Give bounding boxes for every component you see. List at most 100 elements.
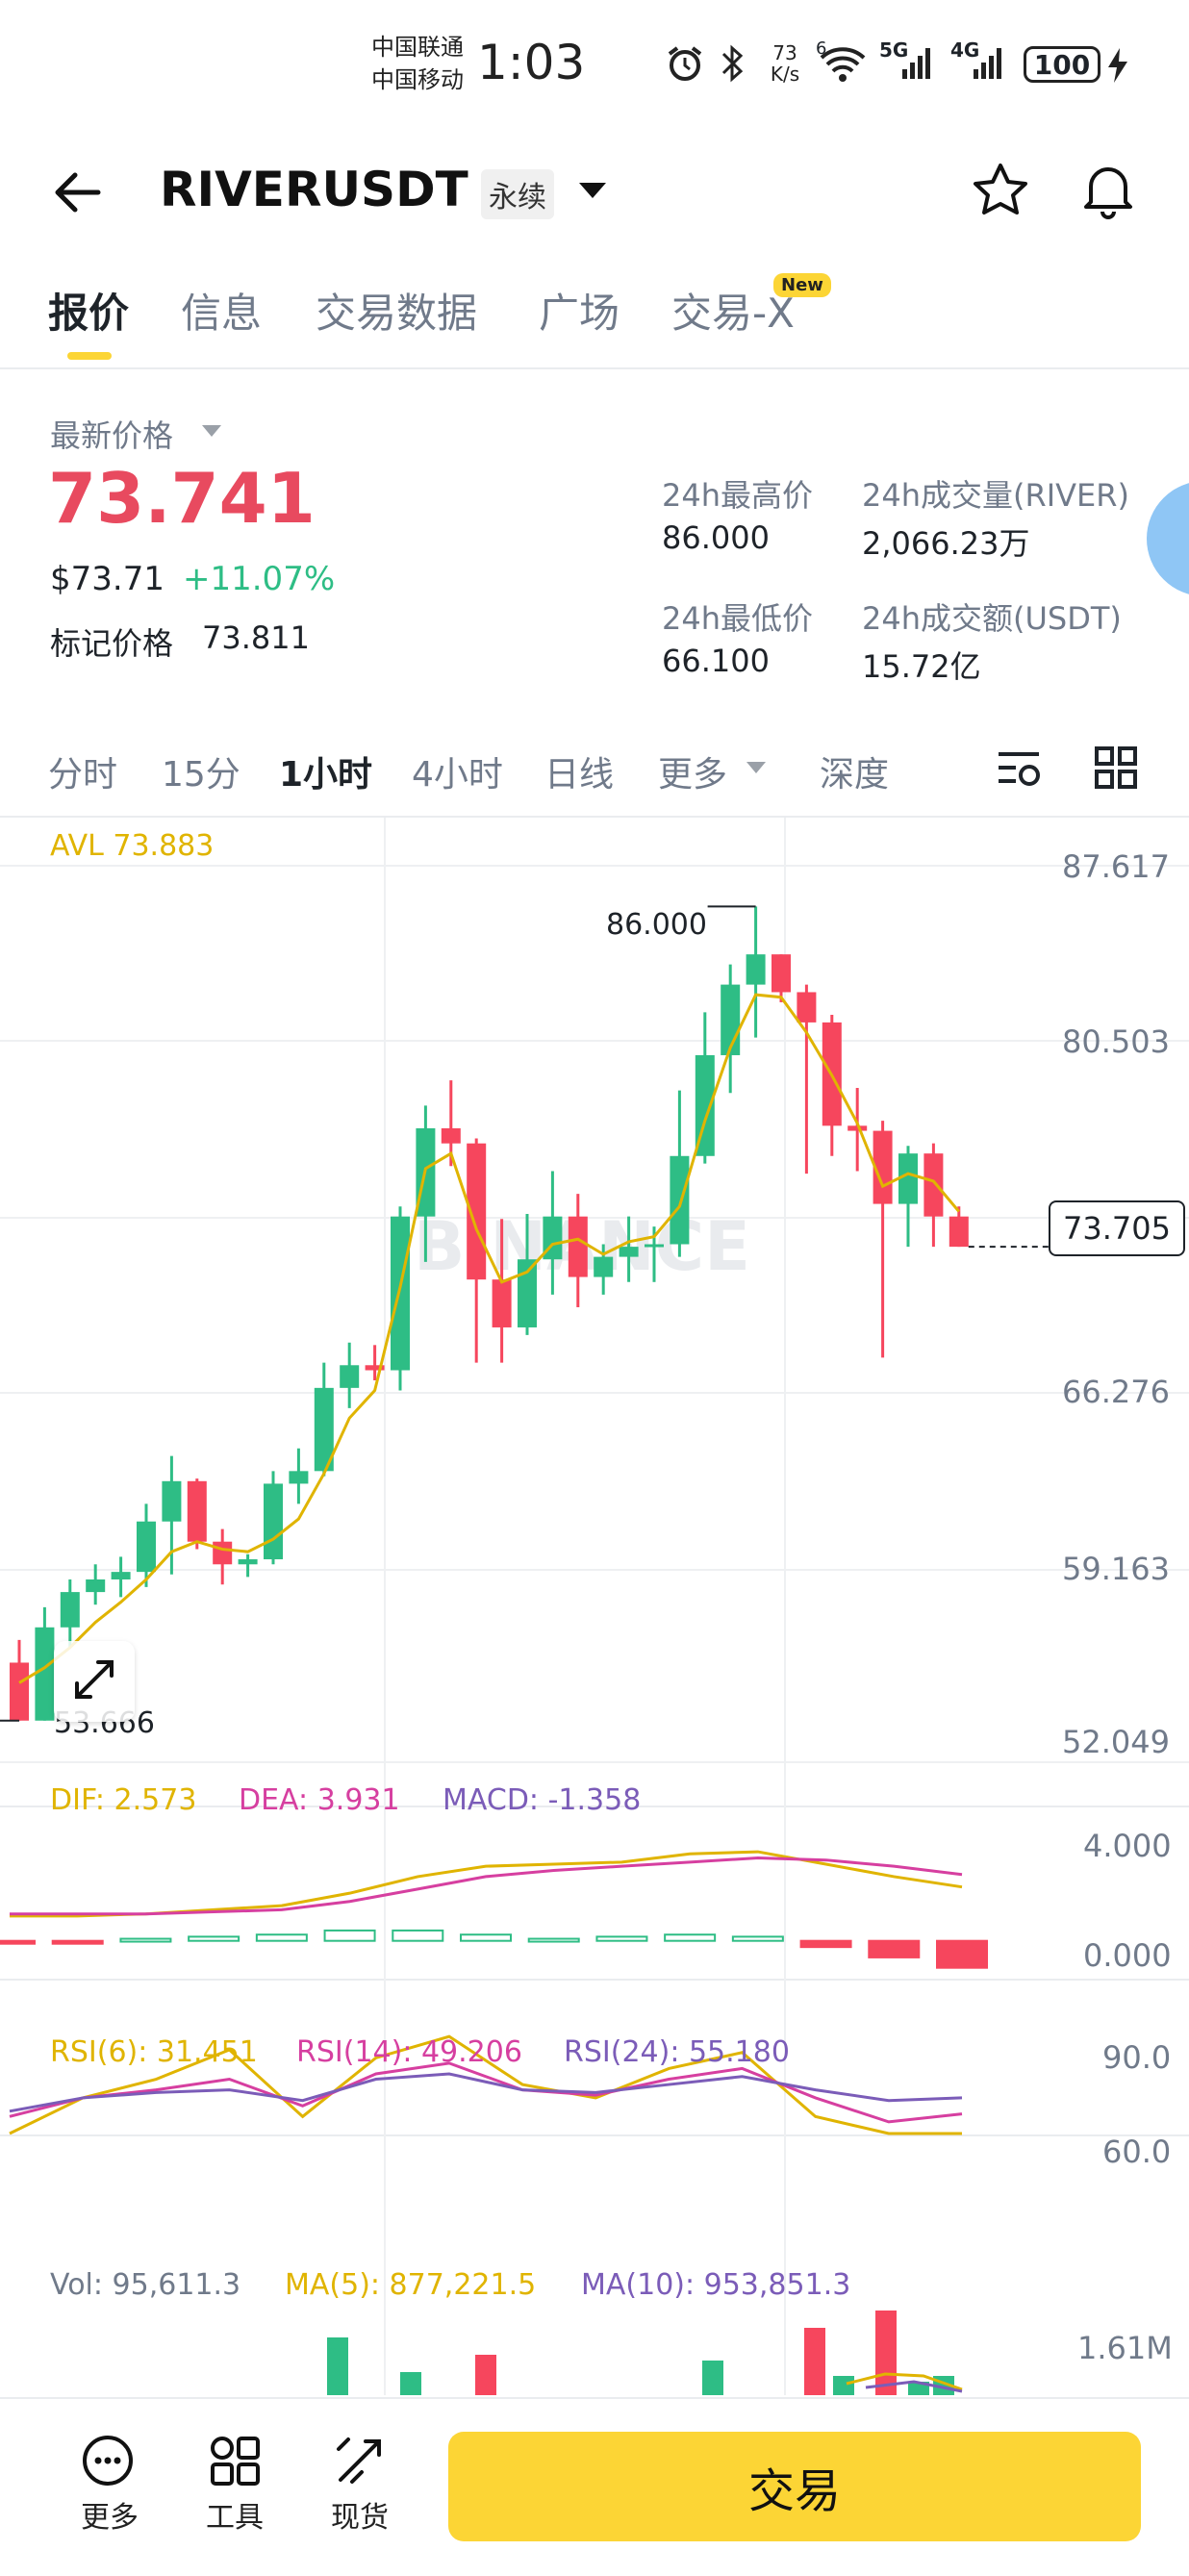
volume-bar	[327, 2337, 348, 2395]
y-tick: 80.503	[1062, 1023, 1170, 1060]
candle-body	[137, 1521, 156, 1573]
mark-price-label: 标记价格	[50, 625, 174, 662]
candle-body	[111, 1572, 131, 1579]
wifi-badge: 6	[816, 38, 827, 59]
macd-y-tick: 0.000	[1083, 1937, 1172, 1974]
vol-ma10-label: MA(10): 953,851.3	[581, 2268, 851, 2302]
charging-icon	[1106, 46, 1129, 88]
tools-icon	[206, 2432, 292, 2493]
mark-price: 73.811	[202, 619, 310, 656]
candle-body	[238, 1559, 258, 1565]
candle-body	[645, 1244, 664, 1248]
dif-label: DIF: 2.573	[50, 1783, 197, 1817]
high-marker-label: 86.000	[606, 908, 707, 942]
macd-bar	[323, 1929, 376, 1942]
alarm-icon	[664, 42, 706, 88]
tf-depth[interactable]: 深度	[820, 755, 890, 795]
symbol-title[interactable]: RIVERUSDT	[160, 162, 468, 217]
candle-body	[391, 1216, 410, 1371]
rsi24-line	[9, 2072, 963, 2113]
caret-down-icon[interactable]	[743, 758, 770, 781]
caret-down-icon[interactable]	[198, 421, 225, 444]
tab-info[interactable]: 信息	[181, 290, 263, 337]
swap-icon	[331, 2432, 417, 2493]
more-icon	[79, 2432, 167, 2493]
last-price: 73.741	[48, 458, 316, 539]
macd-bar	[595, 1935, 648, 1942]
tab-active-indicator	[67, 352, 112, 360]
macd-bar	[188, 1935, 240, 1942]
candle-body	[518, 1259, 537, 1327]
battery-icon: 100	[1024, 46, 1100, 83]
tab-quote[interactable]: 报价	[48, 290, 130, 337]
carrier-2: 中国移动	[371, 66, 464, 93]
dea-line	[10, 1856, 963, 1916]
candle-body	[86, 1578, 106, 1593]
more-button[interactable]: 更多	[52, 2432, 167, 2536]
battery-level: 100	[1033, 48, 1091, 81]
new-badge: New	[773, 273, 831, 297]
tab-trade-x[interactable]: 交易-X	[671, 290, 795, 337]
tf-1h[interactable]: 1小时	[279, 755, 373, 795]
caret-down-icon[interactable]	[573, 177, 612, 210]
candle-body	[162, 1480, 182, 1522]
macd-bar	[51, 1939, 104, 1945]
more-label: 更多	[81, 2501, 139, 2535]
tab-square[interactable]: 广场	[539, 290, 620, 337]
macd-histogram	[0, 1929, 988, 1969]
tf-15m[interactable]: 15分	[162, 755, 240, 795]
volume-bars	[327, 2311, 963, 2395]
macd-bar	[460, 1933, 512, 1942]
candle-body	[35, 1627, 55, 1721]
fullscreen-button[interactable]	[54, 1641, 135, 1722]
status-time: 1:03	[477, 35, 586, 90]
trade-button[interactable]: 交易	[448, 2432, 1141, 2541]
candle-body	[340, 1365, 360, 1388]
spot-button[interactable]: 现货	[302, 2432, 417, 2536]
signal-2-icon	[972, 46, 1006, 85]
star-icon[interactable]	[970, 160, 1031, 225]
tf-more[interactable]: 更多	[658, 755, 728, 795]
floating-assistant-icon[interactable]	[1147, 481, 1189, 596]
volume-bar	[833, 2376, 854, 2395]
macd-bar	[255, 1933, 308, 1942]
tools-button[interactable]: 工具	[177, 2432, 292, 2536]
macd-bar	[664, 1933, 717, 1942]
tools-label: 工具	[206, 2501, 264, 2535]
candle-body	[898, 1153, 918, 1204]
y-tick: 59.163	[1062, 1551, 1170, 1587]
kline-chart[interactable]: BINANCE	[0, 818, 1189, 2395]
candle-body	[923, 1153, 944, 1217]
candle-body	[264, 1483, 283, 1560]
signal-2-type: 4G	[950, 38, 980, 62]
macd-bar	[392, 1929, 444, 1942]
tab-trade-data[interactable]: 交易数据	[316, 290, 478, 337]
wifi-icon	[816, 40, 870, 88]
bell-icon[interactable]	[1077, 158, 1139, 225]
high-24h-label: 24h最高价	[662, 477, 814, 514]
last-price-label[interactable]: 最新价格	[50, 417, 174, 454]
rsi14-label: RSI(14): 49.206	[296, 2035, 522, 2069]
tf-4h[interactable]: 4小时	[412, 755, 503, 795]
volume-bar	[702, 2361, 723, 2395]
vol-ma5-label: MA(5): 877,221.5	[285, 2268, 537, 2302]
macd-bar	[731, 1935, 784, 1942]
rsi6-line	[9, 2034, 962, 2135]
low-24h-label: 24h最低价	[662, 600, 814, 637]
macd-y-tick: 4.000	[1083, 1828, 1172, 1864]
tf-time-sharing[interactable]: 分时	[48, 755, 118, 795]
chart-grid	[0, 818, 1189, 2395]
price-change: +11.07%	[183, 560, 336, 598]
candle-body	[772, 954, 791, 993]
chart-markers	[0, 905, 1049, 1722]
back-arrow-icon[interactable]	[48, 164, 106, 225]
trade-button-label: 交易	[747, 2464, 841, 2518]
low-24h: 66.100	[662, 643, 770, 679]
amount-24h-label: 24h成交额(USDT)	[862, 600, 1122, 637]
grid-layout-icon[interactable]	[1093, 745, 1139, 795]
dea-label: DEA: 3.931	[239, 1783, 400, 1817]
tf-daily[interactable]: 日线	[544, 755, 615, 795]
chart-settings-icon[interactable]	[995, 746, 1043, 795]
macd-bar	[527, 1937, 580, 1943]
toolbar-divider	[0, 816, 1189, 818]
